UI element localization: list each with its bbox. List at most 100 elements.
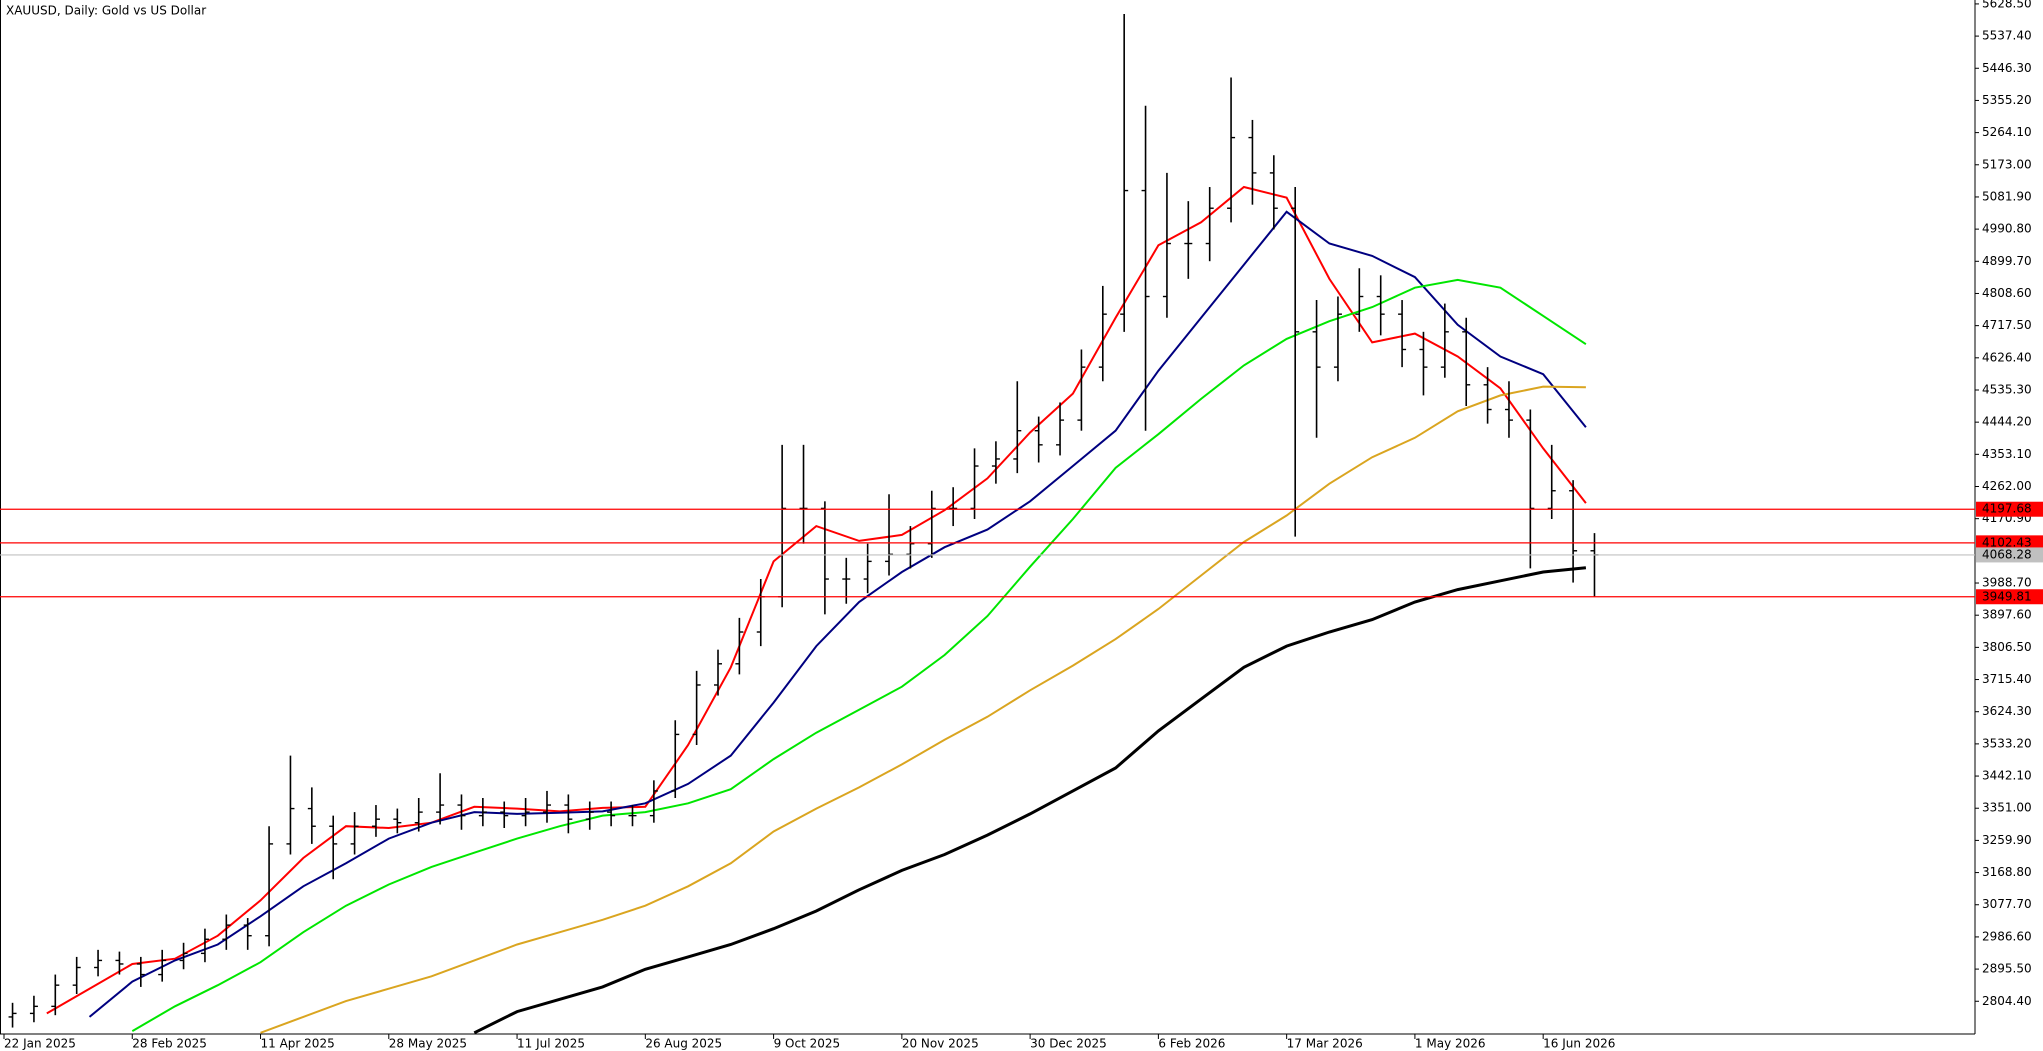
y-tick-label: 4899.70 [1982,254,2032,268]
x-tick-label: 28 Feb 2025 [132,1037,207,1051]
ohlc-bar [692,670,701,746]
ohlc-bar [1098,285,1107,382]
price-level-tag [1976,547,2043,563]
y-tick-label: 4990.80 [1982,222,2032,236]
y-tick-label: 4353.10 [1982,447,2032,461]
ohlc-bar [564,794,573,834]
moving-average-line [260,385,1586,1034]
y-tick-label: 5446.30 [1982,61,2032,75]
ohlc-bar [1205,187,1214,262]
moving-average-line [473,566,1587,1034]
ohlc-bar [1141,105,1150,431]
y-tick-label: 4262.00 [1982,479,2032,493]
ohlc-bar [329,815,338,880]
plot-area [8,13,1599,1034]
y-tick-label: 5173.00 [1982,157,2032,171]
ohlc-bar [94,949,103,977]
ohlc-bar [436,773,445,825]
ohlc-bar [906,526,915,569]
ohlc-bar [414,797,423,832]
y-tick-label: 2804.40 [1982,994,2032,1008]
ohlc-bar [1462,317,1471,406]
x-tick-label: 26 Aug 2025 [645,1037,722,1051]
ohlc-bar [136,956,145,987]
y-tick-label: 3988.70 [1982,576,2032,590]
ohlc-bar [1398,300,1407,368]
ohlc-bar [51,974,60,1016]
ohlc-bar [970,448,979,519]
ohlc-bar [607,801,616,827]
price-level-label: 4068.28 [1982,547,2032,561]
price-level-label: 3949.81 [1982,589,2032,603]
ohlc-bar [243,918,252,950]
ohlc-bar [820,501,829,615]
x-tick-label: 28 May 2025 [389,1037,467,1051]
ohlc-bar [1184,201,1193,279]
x-tick-label: 1 May 2026 [1415,1037,1486,1051]
ohlc-bar [1419,331,1428,396]
y-tick-label: 5264.10 [1982,125,2032,139]
ohlc-bar [521,797,530,827]
ohlc-bar [307,787,316,844]
ohlc-bar [1376,275,1385,336]
ohlc-bar [735,617,744,675]
price-level-tag [1976,501,2043,517]
ohlc-bar [927,490,936,558]
x-tick-label: 11 Jul 2025 [517,1037,585,1051]
price-level-label: 4197.68 [1982,502,2032,516]
x-tick-label: 22 Jan 2025 [4,1037,76,1051]
y-tick-label: 5081.90 [1982,189,2032,203]
y-tick-label: 4444.20 [1982,415,2032,429]
y-tick-label: 3806.50 [1982,640,2032,654]
ohlc-bar [842,557,851,604]
ohlc-bar [115,951,124,975]
ohlc-bar [991,441,1000,484]
ohlc-bar [8,1002,17,1028]
x-tick-label: 11 Apr 2025 [261,1037,335,1051]
x-tick-label: 9 Oct 2025 [774,1037,841,1051]
ohlc-bar [286,755,295,855]
y-tick-label: 3897.60 [1982,608,2032,622]
ohlc-bar [671,720,680,798]
ohlc-bar [1056,402,1065,456]
y-tick-label: 4717.50 [1982,318,2032,332]
ohlc-bar [628,805,637,827]
y-tick-label: 4626.40 [1982,350,2032,364]
y-tick-label: 3077.70 [1982,897,2032,911]
y-tick-label: 4808.60 [1982,286,2032,300]
x-tick-label: 17 Mar 2026 [1287,1037,1363,1051]
ohlc-bar [457,794,466,830]
y-tick-label: 3351.00 [1982,801,2032,815]
y-tick-label: 3624.30 [1982,704,2032,718]
ohlc-bar [1440,303,1449,378]
ohlc-bar [222,914,231,950]
ohlc-bar [1077,349,1086,431]
price-level-tag [1976,589,2043,605]
ohlc-bar [265,826,274,947]
x-tick-label: 6 Feb 2026 [1158,1037,1225,1051]
ohlc-bar [1569,480,1578,583]
price-level-tag [1976,535,2043,551]
y-tick-label: 3259.90 [1982,833,2032,847]
ohlc-bar [478,797,487,827]
y-tick-label: 5537.40 [1982,29,2032,43]
ohlc-bar [885,494,894,576]
ohlc-bar [585,801,594,830]
ohlc-bar [1120,13,1129,332]
y-tick-label: 3715.40 [1982,672,2032,686]
ohlc-bar [542,790,551,823]
ohlc-bar [1333,296,1342,382]
ohlc-bar [179,942,188,970]
y-tick-label: 5355.20 [1982,93,2032,107]
ohlc-bar [649,780,658,823]
ohlc-bar [1162,172,1171,318]
ohlc-bar [72,956,81,994]
ohlc-bar [1355,268,1364,332]
ohlc-bar [29,995,38,1023]
y-tick-label: 3533.20 [1982,736,2032,750]
ohlc-bar [1227,77,1236,223]
ohlc-bar [1269,155,1278,230]
